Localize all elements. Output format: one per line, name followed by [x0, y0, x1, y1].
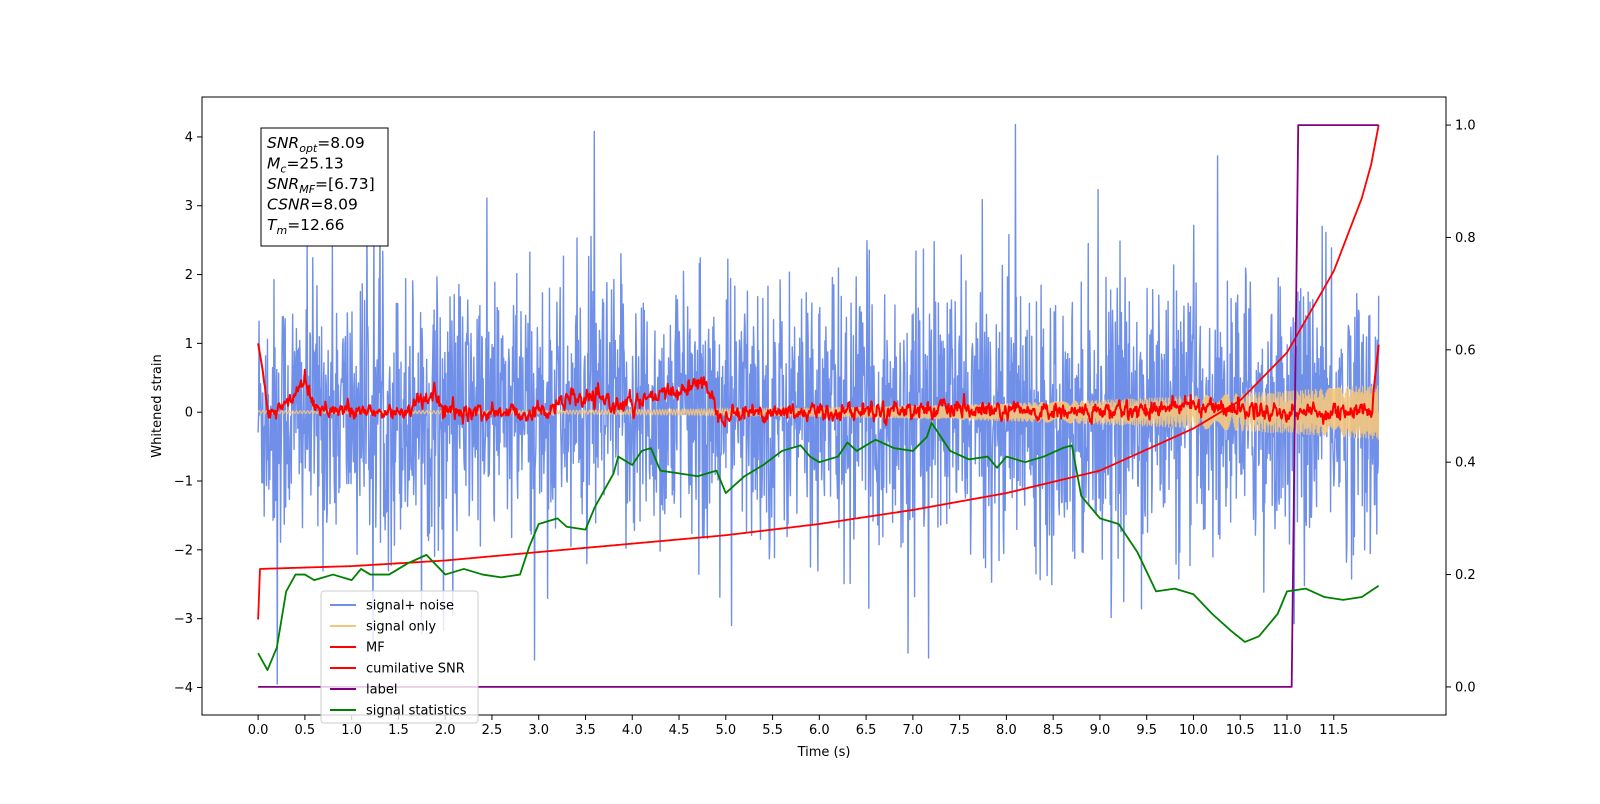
series-line-signal-noise	[257, 123, 1380, 685]
x-tick-label: 6.5	[856, 723, 877, 738]
x-tick-label: 1.5	[388, 723, 409, 738]
y-tick-label: 4	[185, 130, 193, 145]
x-tick-label: 0.5	[295, 723, 316, 738]
annotation-line: Tm=12.66	[267, 216, 345, 237]
x-tick-label: 1.0	[341, 723, 362, 738]
y-axis-ticks: −4 −3 −2 −1 0 1 2 3 4	[174, 130, 202, 696]
x-tick-label: 11.5	[1319, 723, 1348, 738]
legend-label: label	[366, 683, 397, 698]
y2-tick-label: 0.8	[1455, 231, 1476, 246]
y-tick-label: 3	[185, 199, 193, 214]
series-line-cumulative-snr	[257, 124, 1380, 620]
x-tick-label: 3.0	[528, 723, 549, 738]
x-tick-label: 4.0	[622, 723, 643, 738]
y2-tick-label: 0.6	[1455, 343, 1476, 358]
x-tick-label: 7.5	[949, 723, 970, 738]
legend-label: MF	[366, 641, 385, 656]
y-tick-label: 1	[185, 337, 193, 352]
x-axis-ticks: 0.0 0.5 1.0 1.5 2.0 2.5 3.0 3.5 4.0 4.5 5.0 5.5 6.0 6…	[248, 715, 1348, 738]
x-tick-label: 7.0	[903, 723, 924, 738]
legend-label: signal statistics	[366, 704, 467, 719]
x-tick-label: 2.0	[435, 723, 456, 738]
y-tick-label: −3	[174, 612, 193, 627]
x-tick-label: 5.5	[762, 723, 783, 738]
x-tick-label: 6.0	[809, 723, 830, 738]
x-tick-label: 10.5	[1226, 723, 1255, 738]
annotation-line: CSNR=8.09	[267, 196, 358, 214]
legend: signal+ noise signal only MF cumilative SNR…	[320, 590, 479, 724]
y-tick-label: 0	[185, 406, 193, 421]
series-line-signal-statistics	[257, 421, 1380, 671]
x-tick-label: 3.5	[575, 723, 596, 738]
y-tick-label: −4	[174, 681, 193, 696]
x-tick-label: 8.0	[996, 723, 1017, 738]
x-tick-label: 11.0	[1273, 723, 1302, 738]
x-tick-label: 9.0	[1090, 723, 1111, 738]
x-tick-label: 0.0	[248, 723, 269, 738]
x-tick-label: 10.0	[1179, 723, 1208, 738]
annotation-line: SNRopt=8.09	[267, 134, 365, 155]
legend-label: cumilative SNR	[366, 662, 465, 677]
y-tick-label: −1	[174, 475, 193, 490]
legend-label: signal only	[366, 620, 436, 635]
annotation-box-frame	[260, 127, 389, 247]
annotation-line: Mc=25.13	[267, 155, 344, 176]
series-layer	[257, 123, 1380, 688]
y2-tick-label: 1.0	[1455, 119, 1476, 134]
series-line-mf	[257, 343, 1380, 428]
x-tick-label: 4.5	[669, 723, 690, 738]
y-tick-label: 2	[185, 268, 193, 283]
axes-frame	[201, 96, 1447, 716]
legend-label: signal+ noise	[366, 599, 454, 614]
stats-annotation-box: SNRopt=8.09Mc=25.13SNRMF=[6.73]CSNR=8.09…	[260, 127, 389, 247]
x-tick-label: 9.5	[1136, 723, 1157, 738]
annotation-line: SNRMF=[6.73]	[267, 175, 375, 196]
y2-tick-label: 0.2	[1455, 568, 1476, 583]
y2-tick-label: 0.4	[1455, 456, 1476, 471]
x-tick-label: 8.5	[1043, 723, 1064, 738]
x-tick-label: 2.5	[482, 723, 503, 738]
x-axis-label: Time (s)	[797, 745, 851, 760]
y2-axis-ticks: 0.0 0.2 0.4 0.6 0.8 1.0	[1446, 119, 1476, 695]
x-tick-label: 5.0	[715, 723, 736, 738]
series-line-label	[258, 124, 1379, 688]
y-axis-label: Whitened strain	[150, 354, 165, 457]
y-tick-label: −2	[174, 543, 193, 558]
y2-tick-label: 0.0	[1455, 680, 1476, 695]
legend-frame	[320, 590, 479, 724]
